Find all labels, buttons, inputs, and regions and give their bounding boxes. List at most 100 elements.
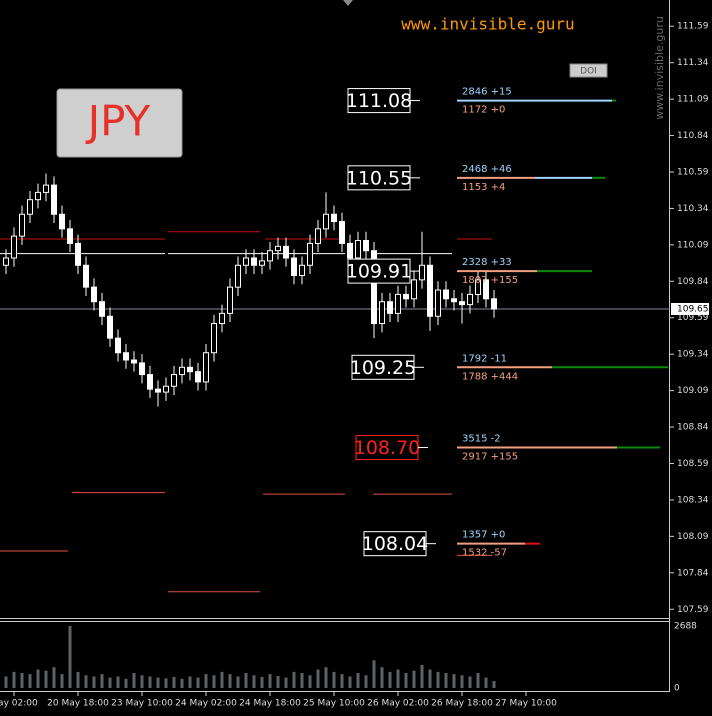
- level-buy: 3515 -2: [462, 433, 501, 444]
- volume-bar: [132, 672, 136, 688]
- candle-body: [3, 257, 9, 266]
- volume-bar: [220, 671, 224, 688]
- candle-body: [195, 371, 201, 383]
- candle-body: [363, 239, 369, 252]
- y-tick-label: 110.34: [677, 204, 709, 214]
- candle-body: [139, 362, 145, 376]
- candle-body: [227, 286, 233, 314]
- y-tick-label: 108.59: [677, 459, 709, 469]
- volume-bar: [260, 676, 264, 688]
- volume-bar: [284, 677, 288, 688]
- level-box: [363, 531, 427, 557]
- volume-bar: [116, 676, 120, 688]
- candle-body: [131, 359, 137, 364]
- volume-bar: [404, 672, 408, 688]
- candle-body: [203, 352, 209, 383]
- candle-body: [475, 279, 481, 295]
- candle-body: [323, 213, 329, 230]
- volume-bar: [428, 669, 432, 688]
- symbol-box: [56, 88, 183, 158]
- x-tick-label: 27 May 10:00: [495, 699, 557, 709]
- candle-body: [179, 366, 185, 376]
- y-tick-label: 109.09: [677, 386, 709, 396]
- candle-body: [451, 298, 457, 303]
- candle-body: [435, 289, 441, 317]
- volume-bar: [340, 674, 344, 688]
- volume-tick-label: 2688: [674, 621, 697, 631]
- candle-body: [307, 242, 313, 266]
- volume-bar: [92, 676, 96, 688]
- level-sell: 1788 +444: [462, 371, 518, 382]
- candle-body: [211, 323, 217, 354]
- candle-body: [243, 257, 249, 266]
- volume-bar: [36, 669, 40, 688]
- candle-body: [67, 228, 73, 244]
- doi-button-label[interactable]: DOI: [580, 67, 597, 77]
- volume-bar: [332, 671, 336, 688]
- doi-button[interactable]: [569, 63, 608, 78]
- volume-bar: [68, 625, 72, 688]
- volume-bar: [60, 674, 64, 688]
- last-price-label: 109.65: [677, 305, 709, 315]
- volume-bar: [212, 675, 216, 688]
- y-tick-label: 109.59: [677, 313, 709, 323]
- volume-bar: [124, 678, 128, 688]
- level-label: 108.70: [354, 437, 420, 459]
- candle-body: [387, 301, 393, 314]
- candle-body: [51, 184, 57, 215]
- y-tick-label: 108.84: [677, 423, 709, 433]
- volume-bar: [388, 671, 392, 688]
- candle-body: [283, 245, 289, 259]
- y-tick-label: 107.84: [677, 568, 709, 578]
- level-sell: 1153 +4: [462, 182, 505, 193]
- candle-body: [291, 257, 297, 276]
- volume-bar: [396, 669, 400, 688]
- volume-bar: [188, 676, 192, 688]
- volume-bar: [100, 674, 104, 688]
- volume-bar: [356, 672, 360, 688]
- x-tick-label: 26 May 18:00: [431, 699, 493, 709]
- volume-bar: [292, 671, 296, 688]
- x-tick-label: 20 May 18:00: [47, 699, 109, 709]
- volume-bar: [164, 678, 168, 688]
- candle-body: [355, 239, 361, 259]
- level-label: 109.25: [350, 357, 416, 379]
- volume-bar: [28, 674, 32, 688]
- candle-body: [251, 257, 257, 266]
- x-tick-label: 26 May 02:00: [367, 699, 429, 709]
- volume-bar: [484, 677, 488, 688]
- volume-bar: [324, 667, 328, 688]
- candle-body: [19, 213, 25, 237]
- candle-body: [339, 221, 345, 244]
- level-label: 109.91: [346, 261, 412, 283]
- level-box: [347, 88, 411, 114]
- volume-bar: [228, 674, 232, 688]
- candle-body: [371, 250, 377, 325]
- candle-body: [27, 199, 33, 215]
- volume-bar: [412, 670, 416, 688]
- volume-bar: [436, 671, 440, 688]
- candle-body: [99, 301, 105, 317]
- volume-bar: [476, 672, 480, 688]
- candle-body: [411, 279, 417, 300]
- watermark: www.invisible.guru: [401, 15, 574, 34]
- volume-bar: [140, 675, 144, 688]
- candle-body: [259, 260, 265, 266]
- y-tick-label: 111.59: [677, 22, 709, 32]
- volume-bar: [12, 671, 16, 688]
- candle-body: [379, 301, 385, 325]
- level-sell: 1172 +0: [462, 105, 505, 116]
- candle-body: [315, 228, 321, 244]
- x-tick-label: 24 May 18:00: [239, 699, 301, 709]
- volume-tick-label: 0: [674, 684, 680, 694]
- y-tick-label: 111.34: [677, 58, 709, 68]
- candle-body: [459, 301, 465, 306]
- candle-body: [419, 264, 425, 281]
- volume-bar: [348, 676, 352, 688]
- y-tick-label: 108.34: [677, 495, 709, 505]
- candle-body: [123, 352, 129, 361]
- candle-body: [163, 385, 169, 393]
- last-price-box: [671, 303, 709, 315]
- x-tick-label: 23 May 10:00: [111, 699, 173, 709]
- candle-body: [187, 366, 193, 373]
